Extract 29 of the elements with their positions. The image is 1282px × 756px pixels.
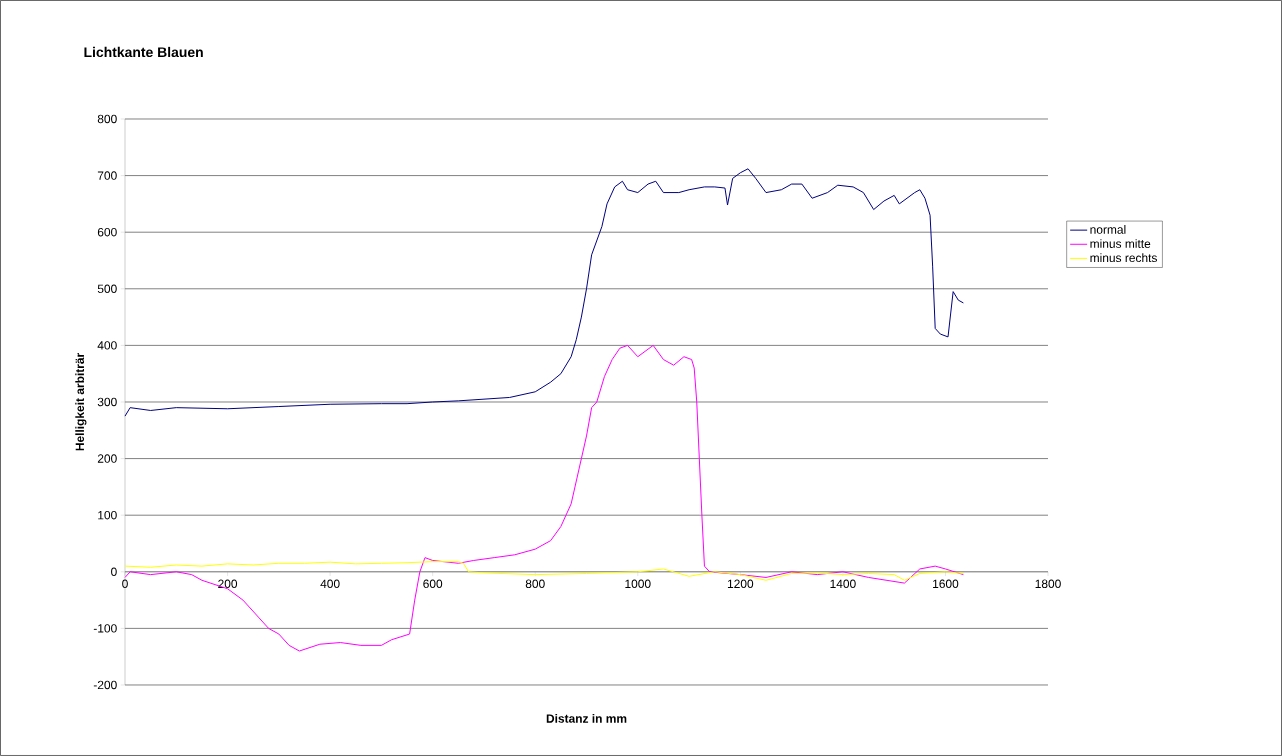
- x-tick-label: 800: [525, 579, 545, 589]
- y-tick-label: 500: [97, 284, 117, 294]
- x-tick-label: 1200: [727, 579, 754, 589]
- x-tick-label: 1000: [625, 579, 651, 589]
- x-tick-label: 600: [423, 579, 443, 589]
- x-axis-title: Distanz in mm: [546, 713, 627, 723]
- y-tick-label: 400: [97, 341, 117, 350]
- y-tick-label: 800: [97, 114, 117, 124]
- y-tick-label: 700: [97, 171, 117, 180]
- line-series: [124, 344, 964, 652]
- y-tick-label: -200: [93, 680, 117, 690]
- y-tick-label: -100: [93, 624, 117, 633]
- legend-label: minus mitte: [1090, 239, 1151, 248]
- line-series: [124, 561, 964, 581]
- x-tick-label: 1800: [1035, 579, 1061, 589]
- y-tick-label: 600: [97, 227, 117, 237]
- x-tick-label: 0: [122, 579, 128, 589]
- y-tick-label: 300: [97, 397, 117, 407]
- chart-title: Lichtkante Blauen: [84, 46, 203, 58]
- x-tick-label: 200: [218, 579, 238, 589]
- y-tick-label: 0: [111, 567, 117, 577]
- legend-label: normal: [1090, 225, 1126, 234]
- x-tick-label: 1600: [933, 579, 959, 589]
- y-tick-label: 100: [98, 510, 117, 520]
- y-axis-title: Helligkeit arbiträr: [75, 353, 87, 451]
- x-tick-label: 1400: [830, 579, 856, 589]
- y-tick-label: 200: [97, 454, 117, 463]
- x-tick-label: 400: [320, 579, 340, 589]
- legend-label: minus rechts: [1090, 253, 1157, 263]
